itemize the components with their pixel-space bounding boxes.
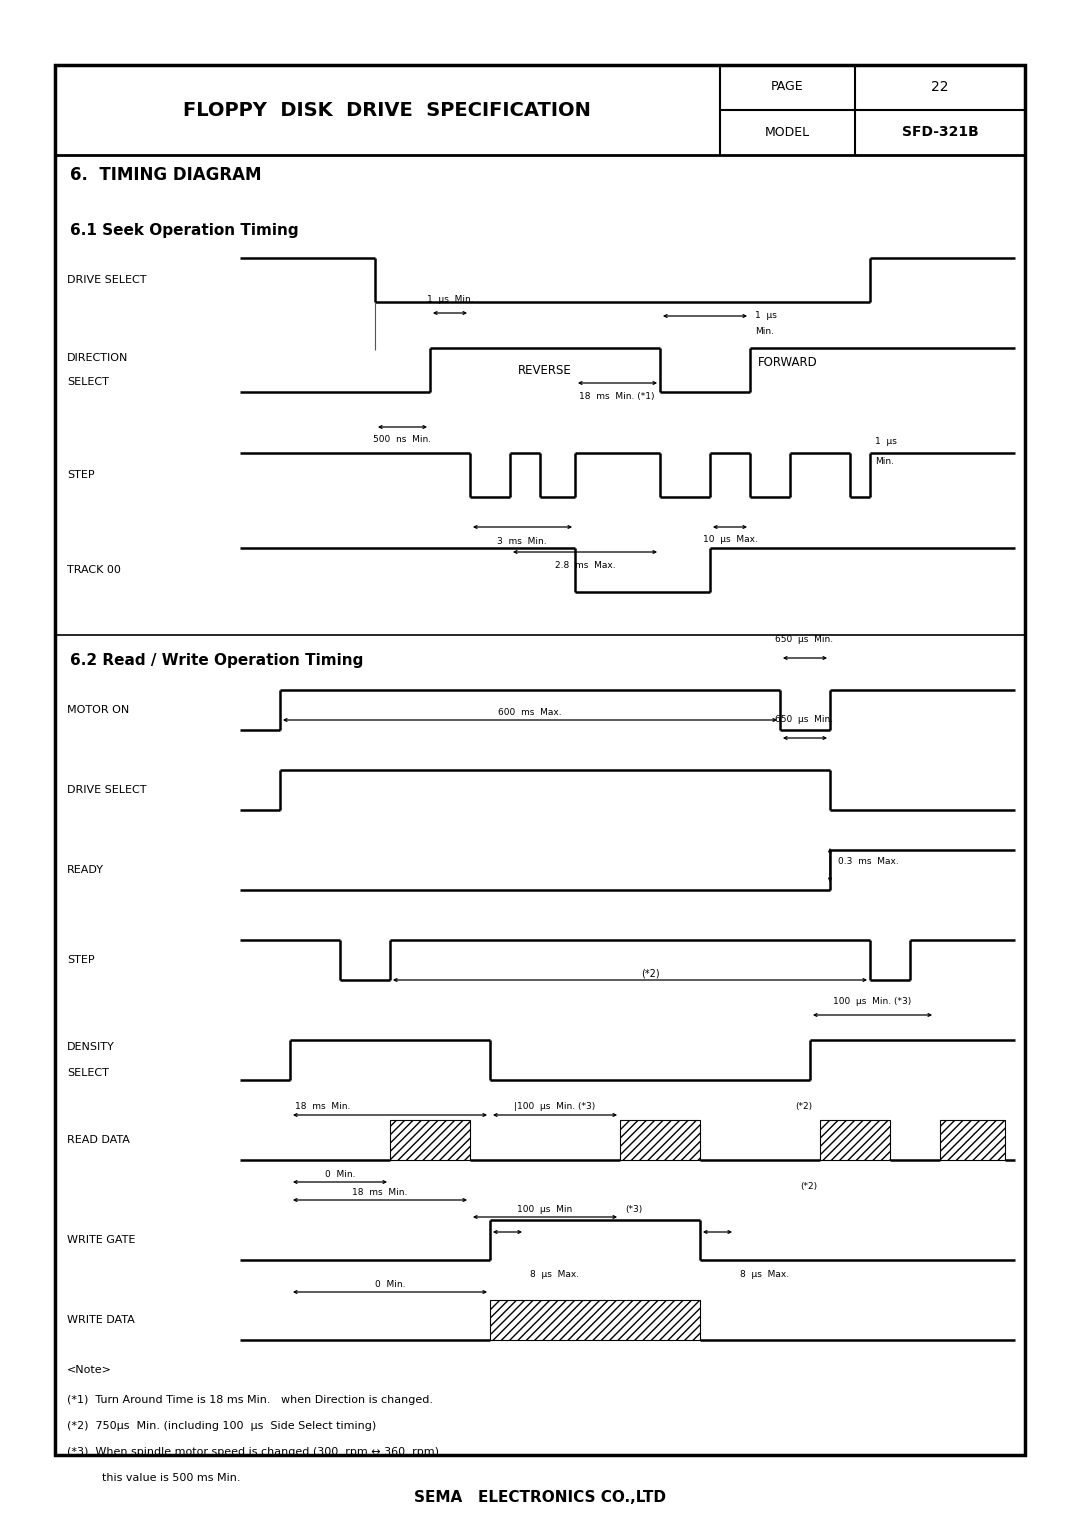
Text: 1  μs: 1 μs <box>875 437 896 446</box>
Text: this value is 500 ms Min.: this value is 500 ms Min. <box>67 1473 241 1484</box>
Text: READ DATA: READ DATA <box>67 1135 130 1144</box>
Text: MOTOR ON: MOTOR ON <box>67 704 130 715</box>
Text: SFD-321B: SFD-321B <box>902 125 978 139</box>
Text: 0  Min.: 0 Min. <box>325 1170 355 1180</box>
Text: STEP: STEP <box>67 471 95 480</box>
Text: (*2)  750μs  Min. (including 100  μs  Side Select timing): (*2) 750μs Min. (including 100 μs Side S… <box>67 1421 376 1432</box>
Text: (*2): (*2) <box>640 969 659 978</box>
Text: 10  μs  Max.: 10 μs Max. <box>703 535 757 544</box>
Text: (*1)  Turn Around Time is 18 ms Min.   when Direction is changed.: (*1) Turn Around Time is 18 ms Min. when… <box>67 1395 433 1406</box>
Bar <box>390 1120 470 1160</box>
Text: 6.  TIMING DIAGRAM: 6. TIMING DIAGRAM <box>70 167 261 183</box>
Text: |100  μs  Min. (*3): |100 μs Min. (*3) <box>514 1102 596 1111</box>
Text: DRIVE SELECT: DRIVE SELECT <box>67 275 147 286</box>
Text: 8  μs  Max.: 8 μs Max. <box>530 1270 579 1279</box>
Text: FORWARD: FORWARD <box>758 356 818 370</box>
Text: PAGE: PAGE <box>771 81 804 93</box>
Text: 100  μs  Min: 100 μs Min <box>517 1206 572 1215</box>
Text: SELECT: SELECT <box>67 377 109 387</box>
Text: 22: 22 <box>931 79 948 95</box>
Text: (*2): (*2) <box>800 1183 818 1190</box>
Text: SELECT: SELECT <box>67 1068 109 1077</box>
Text: DRIVE SELECT: DRIVE SELECT <box>67 785 147 795</box>
Text: 500  ns  Min.: 500 ns Min. <box>373 435 431 445</box>
Text: WRITE DATA: WRITE DATA <box>67 1316 135 1325</box>
Bar <box>490 1300 700 1340</box>
Text: 18  ms  Min. (*1): 18 ms Min. (*1) <box>579 391 654 400</box>
Text: 6.2 Read / Write Operation Timing: 6.2 Read / Write Operation Timing <box>70 652 363 668</box>
Text: MODEL: MODEL <box>765 125 810 139</box>
Text: 0  Min.: 0 Min. <box>375 1280 405 1290</box>
Text: 600  ms  Max.: 600 ms Max. <box>498 707 562 717</box>
Text: (*2): (*2) <box>795 1102 812 1111</box>
Text: Min.: Min. <box>875 457 894 466</box>
Text: 6.1 Seek Operation Timing: 6.1 Seek Operation Timing <box>70 223 299 237</box>
Text: DIRECTION: DIRECTION <box>67 353 129 364</box>
Bar <box>620 1120 700 1160</box>
Text: 3  ms  Min.: 3 ms Min. <box>497 538 546 547</box>
Text: REVERSE: REVERSE <box>518 364 572 376</box>
Text: 100  μs  Min. (*3): 100 μs Min. (*3) <box>833 998 912 1007</box>
Text: <Note>: <Note> <box>67 1365 112 1375</box>
Text: 650  μs  Min.: 650 μs Min. <box>775 715 833 724</box>
Bar <box>940 1120 1005 1160</box>
Bar <box>820 1120 890 1160</box>
Text: WRITE GATE: WRITE GATE <box>67 1235 135 1245</box>
Text: STEP: STEP <box>67 955 95 966</box>
Text: 650  μs  Min.: 650 μs Min. <box>775 636 833 645</box>
Text: Min.: Min. <box>755 327 774 336</box>
Bar <box>55 66 1025 1455</box>
Text: SEMA   ELECTRONICS CO.,LTD: SEMA ELECTRONICS CO.,LTD <box>414 1490 666 1505</box>
Text: 1  μs: 1 μs <box>755 312 777 321</box>
Text: READY: READY <box>67 865 104 876</box>
Text: 0.3  ms  Max.: 0.3 ms Max. <box>838 857 899 866</box>
Text: DENSITY: DENSITY <box>67 1042 114 1051</box>
Text: 8  μs  Max.: 8 μs Max. <box>740 1270 789 1279</box>
Text: 18  ms  Min.: 18 ms Min. <box>295 1102 350 1111</box>
Text: 1  μs  Min.: 1 μs Min. <box>427 295 473 304</box>
Text: TRACK 00: TRACK 00 <box>67 565 121 575</box>
Text: (*3): (*3) <box>625 1206 643 1215</box>
Text: FLOPPY  DISK  DRIVE  SPECIFICATION: FLOPPY DISK DRIVE SPECIFICATION <box>184 101 591 119</box>
Text: 2.8  ms  Max.: 2.8 ms Max. <box>555 561 616 570</box>
Text: 18  ms  Min.: 18 ms Min. <box>352 1187 407 1196</box>
Text: (*3)  When spindle motor speed is changed (300  rpm ↔ 360  rpm): (*3) When spindle motor speed is changed… <box>67 1447 438 1458</box>
